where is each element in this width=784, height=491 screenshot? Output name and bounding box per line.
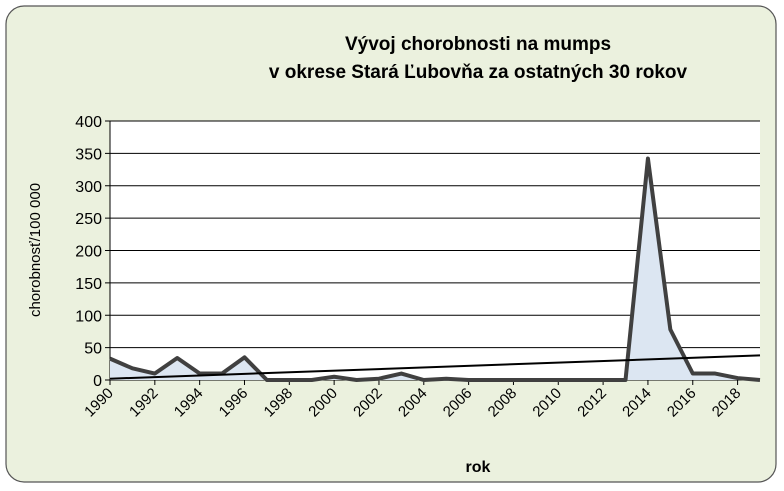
y-tick-label: 50 xyxy=(84,341,102,358)
chart-title: Vývoj chorobnosti na mumps xyxy=(345,34,611,55)
x-axis-label: rok xyxy=(466,459,491,476)
y-tick-label: 150 xyxy=(75,276,102,293)
y-tick-label: 200 xyxy=(75,244,102,261)
trend-line xyxy=(109,354,761,380)
y-axis-label: chorobnosť/100 000 xyxy=(27,183,44,317)
y-tick-label: 250 xyxy=(75,211,102,228)
y-tick-label: 0 xyxy=(93,373,102,390)
y-tick-label: 400 xyxy=(75,114,102,131)
y-tick-label: 350 xyxy=(75,146,102,163)
area-line xyxy=(109,156,761,382)
y-tick-label: 100 xyxy=(75,308,102,325)
y-tick-label: 300 xyxy=(75,179,102,196)
chart-title: v okrese Stará Ľubovňa za ostatných 30 r… xyxy=(269,62,688,83)
